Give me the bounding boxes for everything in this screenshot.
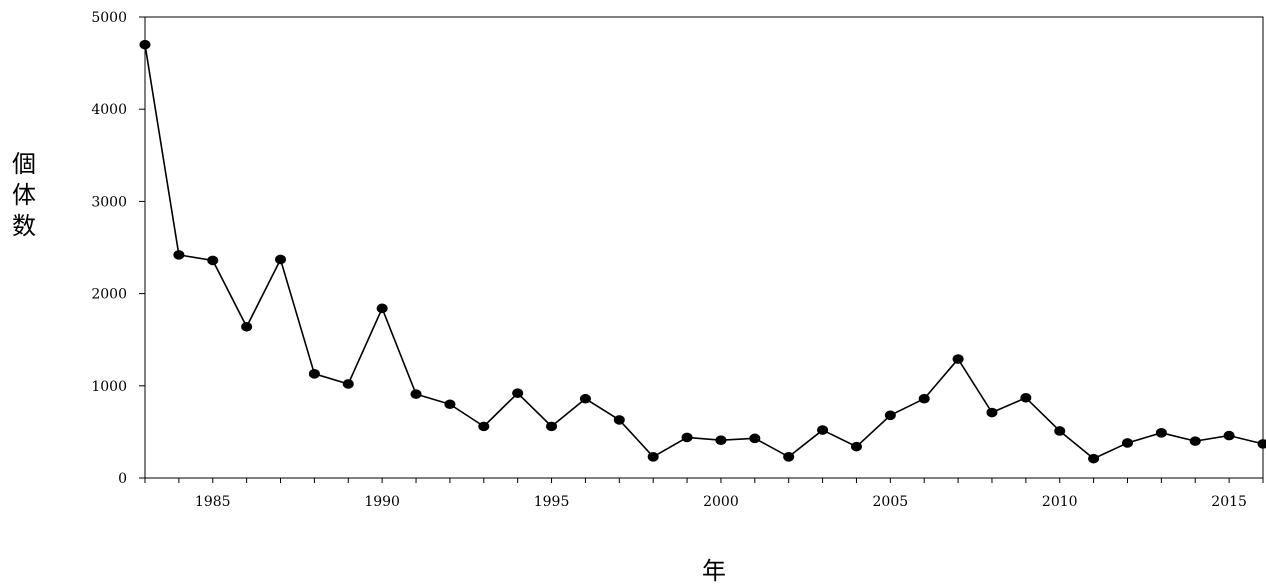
data-point — [850, 441, 862, 452]
data-point — [681, 432, 693, 443]
x-tick-label: 2015 — [1211, 494, 1247, 510]
data-point — [342, 379, 354, 389]
data-point — [1223, 430, 1235, 441]
data-point — [647, 451, 659, 462]
data-point — [817, 425, 829, 435]
data-point — [478, 421, 490, 432]
data-point — [1088, 453, 1100, 464]
data-point — [749, 433, 761, 444]
y-tick-label: 5000 — [91, 10, 127, 26]
data-point — [410, 389, 422, 399]
x-tick-label: 2010 — [1042, 494, 1078, 510]
data-point — [884, 410, 896, 421]
y-axis-title: 個体数 — [12, 150, 36, 240]
series-line — [144, 44, 1264, 460]
x-tick-label: 2005 — [873, 494, 909, 510]
data-point — [512, 388, 524, 398]
plot-frame — [144, 16, 1264, 479]
y-tick-label: 3000 — [91, 194, 127, 210]
data-point — [986, 407, 998, 418]
data-point — [1054, 426, 1066, 436]
series-layer — [139, 39, 1266, 464]
data-point — [376, 303, 388, 314]
x-axis-title: 年 — [702, 557, 726, 585]
y-tick-label: 2000 — [91, 287, 127, 303]
data-point — [308, 369, 320, 379]
data-point — [207, 255, 219, 266]
data-point — [1189, 436, 1201, 446]
data-point — [275, 254, 287, 265]
data-point — [173, 250, 185, 260]
data-point — [918, 393, 930, 404]
data-point — [579, 393, 591, 404]
x-tick-label: 1990 — [364, 494, 400, 510]
x-axis-ticks: 1985 1990 1995 2000 2005 2010 2015 — [144, 478, 1264, 510]
x-tick-label: 2000 — [703, 494, 739, 510]
data-point — [715, 435, 727, 445]
axes — [144, 16, 1264, 479]
data-point — [1155, 428, 1167, 438]
y-tick-label: 4000 — [91, 102, 127, 118]
data-point — [613, 415, 625, 425]
data-point — [1020, 392, 1032, 403]
data-point — [783, 451, 795, 462]
data-point — [952, 354, 964, 364]
data-point — [1257, 439, 1266, 449]
y-tick-label: 0 — [118, 471, 127, 487]
y-tick-label: 1000 — [91, 379, 127, 395]
data-point — [546, 421, 558, 432]
x-tick-label: 1995 — [534, 494, 570, 510]
axis-titles: 個体数 年 — [12, 150, 726, 585]
data-point — [444, 399, 456, 410]
data-point — [241, 321, 253, 332]
data-point — [139, 39, 151, 50]
y-axis-ticks: 0 1000 2000 3000 4000 5000 — [91, 10, 145, 487]
data-point — [1121, 438, 1133, 448]
x-tick-label: 1985 — [195, 494, 231, 510]
